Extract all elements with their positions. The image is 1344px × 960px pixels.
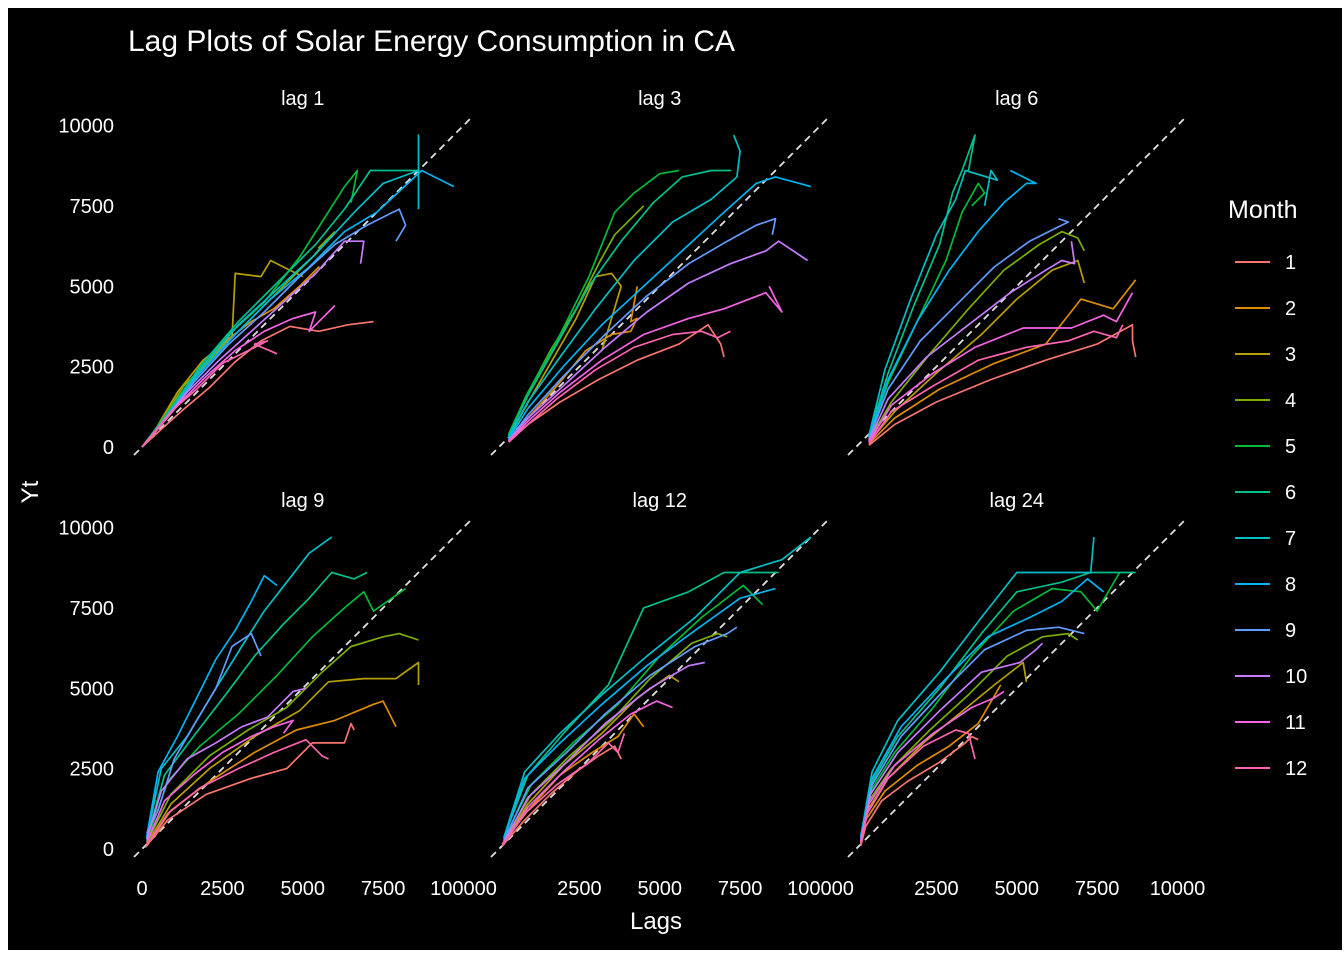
legend-label: 3 [1285,344,1296,366]
y-tick-label: 2500 [70,759,115,781]
chart-title: Lag Plots of Solar Energy Consumption in… [128,25,735,58]
legend-label: 6 [1285,482,1296,504]
x-tick-label: 2500 [914,878,959,900]
y-tick-label: 0 [103,437,114,459]
legend-label: 8 [1285,574,1296,596]
y-tick-label: 0 [103,839,114,861]
x-tick-label: 100000 [787,878,854,900]
legend-label: 5 [1285,436,1296,458]
x-tick-label: 10000 [1150,878,1206,900]
x-tick-label: 2500 [200,878,245,900]
legend-title: Month [1228,196,1297,224]
x-tick-label: 7500 [1075,878,1120,900]
y-tick-label: 7500 [70,196,115,218]
panel-strip-label: lag 12 [633,490,688,512]
legend-label: 9 [1285,620,1296,642]
y-axis-label: Yt [17,480,44,503]
y-tick-label: 5000 [70,678,115,700]
panel-strip-label: lag 1 [281,88,324,110]
y-tick-label: 2500 [70,357,115,379]
x-tick-label: 7500 [718,878,763,900]
plot-background [8,8,1342,950]
legend-label: 7 [1285,528,1296,550]
x-tick-label: 5000 [281,878,326,900]
panel-strip-label: lag 6 [995,88,1038,110]
x-tick-label: 5000 [995,878,1040,900]
y-tick-label: 10000 [58,518,114,540]
x-tick-label: 100000 [430,878,497,900]
y-tick-label: 10000 [58,116,114,138]
y-tick-label: 7500 [70,598,115,620]
legend-label: 4 [1285,390,1296,412]
y-tick-label: 5000 [70,276,115,298]
panel-strip-label: lag 24 [990,490,1045,512]
panel-strip-label: lag 9 [281,490,324,512]
legend-label: 11 [1285,712,1306,734]
legend-label: 1 [1285,252,1296,274]
x-tick-label: 0 [136,878,147,900]
legend-label: 10 [1285,666,1307,688]
legend-label: 2 [1285,298,1296,320]
x-tick-label: 7500 [361,878,406,900]
x-tick-label: 2500 [557,878,602,900]
panel-strip-label: lag 3 [638,88,681,110]
x-axis-label: Lags [630,908,682,935]
x-tick-label: 5000 [638,878,683,900]
legend-label: 12 [1285,758,1307,780]
